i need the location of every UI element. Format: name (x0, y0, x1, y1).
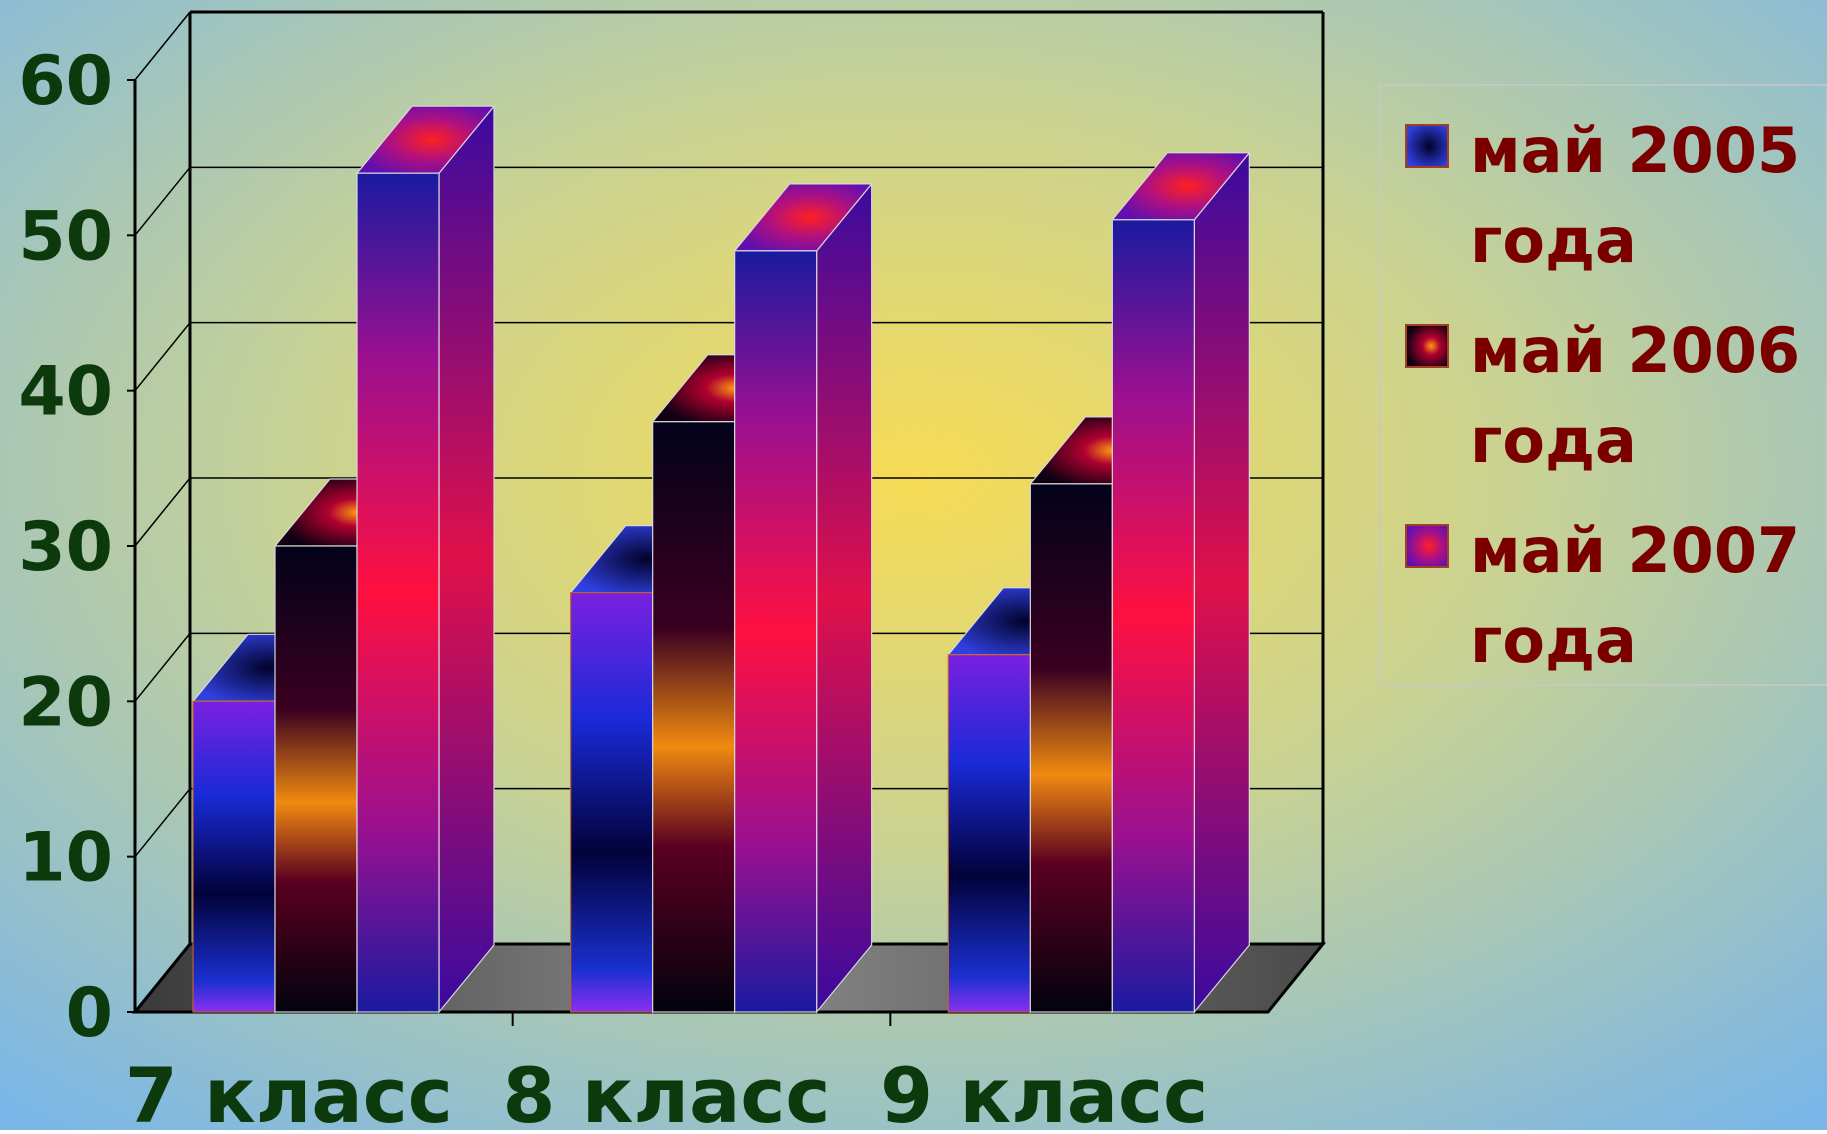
legend-label-2007: май 2007 года (1470, 514, 1822, 677)
legend-swatch-2005 (1405, 124, 1449, 168)
y-tick-label: 60 (18, 42, 113, 121)
x-tick-label: 9 класс (880, 1051, 1208, 1130)
legend-label-2007-line1: май 2007 (1470, 514, 1800, 587)
bar-front (192, 700, 276, 1013)
bar-front (274, 545, 358, 1013)
bar (733, 182, 873, 1014)
gridline-side (134, 477, 191, 547)
legend-label-2005-line1: май 2005 (1470, 114, 1800, 187)
bar-side (1193, 151, 1250, 1014)
legend-box (1379, 84, 1827, 686)
bar-front (1111, 219, 1195, 1013)
gridline-side (134, 788, 191, 858)
legend: май 2005 года май 2006 года май 2007 год… (1379, 84, 1827, 686)
y-tick-label: 20 (18, 663, 113, 742)
legend-label-2005-line2: года (1470, 204, 1637, 277)
y-tick-label: 30 (18, 508, 113, 587)
y-tick-label: 10 (18, 819, 113, 898)
bar-front (356, 172, 440, 1013)
bars (191, 104, 1251, 1014)
legend-label-2007-line2: года (1470, 604, 1637, 677)
legend-swatch-2006 (1405, 324, 1449, 368)
y-tick-label: 0 (66, 974, 113, 1053)
bar (1111, 151, 1251, 1014)
legend-label-2006-line1: май 2006 (1470, 314, 1800, 387)
bar-front (947, 654, 1031, 1013)
bar-front (1029, 483, 1113, 1013)
bar-front (734, 250, 818, 1013)
y-tick-labels: 0 10 20 30 40 50 60 (18, 42, 113, 1053)
y-tick-label: 50 (18, 197, 113, 276)
gridline-side (134, 632, 191, 702)
x-tick-label: 8 класс (503, 1051, 831, 1130)
x-tick-labels: 7 класс 8 класс 9 класс (125, 1051, 1208, 1134)
gridline-side (134, 322, 191, 392)
bar-side (438, 104, 495, 1014)
legend-label-2006: май 2006 года (1470, 314, 1822, 477)
gridline-side (134, 11, 191, 81)
bar (355, 104, 496, 1014)
bar-front (570, 591, 654, 1013)
legend-label-2006-line2: года (1470, 404, 1637, 477)
legend-swatch-2007 (1405, 524, 1449, 568)
gridline-side (134, 166, 191, 236)
y-tick-label: 40 (18, 353, 113, 432)
bar-side (816, 182, 873, 1014)
legend-label-2005: май 2005 года (1470, 114, 1822, 277)
x-tick-label: 7 класс (125, 1051, 453, 1130)
bar-front (652, 421, 736, 1013)
